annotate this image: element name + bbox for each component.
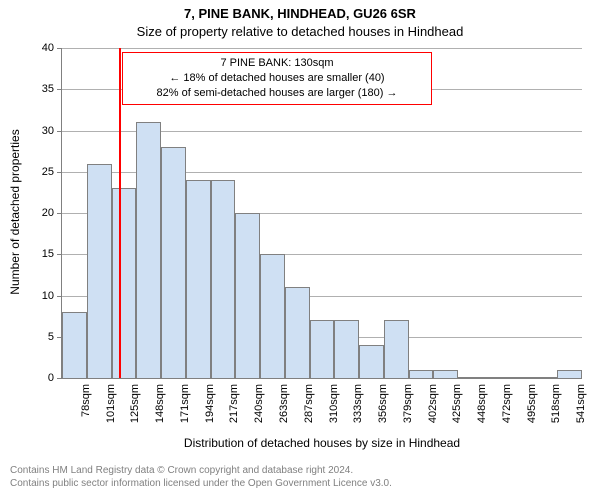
x-tick-label: 125sqm — [129, 384, 141, 432]
chart-title-line2: Size of property relative to detached ho… — [0, 24, 600, 39]
y-tick-mark — [57, 254, 62, 255]
annotation-line: 7 PINE BANK: 130sqm — [127, 56, 427, 71]
histogram-bar — [62, 312, 87, 378]
y-tick-mark — [57, 89, 62, 90]
histogram-bar — [211, 180, 236, 378]
histogram-bar — [409, 370, 434, 378]
y-tick-label: 5 — [0, 331, 54, 343]
histogram-bar — [310, 320, 335, 378]
gridline — [62, 48, 582, 49]
x-tick-label: 402sqm — [427, 384, 439, 432]
y-tick-label: 10 — [0, 290, 54, 302]
x-tick-label: 472sqm — [501, 384, 513, 432]
x-tick-label: 495sqm — [526, 384, 538, 432]
histogram-bar — [557, 370, 582, 378]
x-tick-label: 356sqm — [377, 384, 389, 432]
x-tick-label: 310sqm — [328, 384, 340, 432]
annotation-line: ← 18% of detached houses are smaller (40… — [127, 71, 427, 86]
annotation-box: 7 PINE BANK: 130sqm ← 18% of detached ho… — [122, 52, 432, 105]
histogram-bar — [359, 345, 384, 378]
y-tick-mark — [57, 296, 62, 297]
histogram-bar — [334, 320, 359, 378]
x-tick-label: 217sqm — [228, 384, 240, 432]
y-tick-label: 40 — [0, 42, 54, 54]
histogram-bar — [260, 254, 285, 378]
x-tick-label: 148sqm — [154, 384, 166, 432]
histogram-bar — [285, 287, 310, 378]
histogram-bar — [112, 188, 137, 378]
y-tick-mark — [57, 378, 62, 379]
histogram-bar — [161, 147, 186, 378]
y-tick-mark — [57, 337, 62, 338]
y-tick-mark — [57, 48, 62, 49]
y-tick-label: 20 — [0, 207, 54, 219]
x-tick-label: 333sqm — [352, 384, 364, 432]
chart-container: 7, PINE BANK, HINDHEAD, GU26 6SR Size of… — [0, 0, 600, 500]
chart-title-line1: 7, PINE BANK, HINDHEAD, GU26 6SR — [0, 6, 600, 21]
footer-line: Contains public sector information licen… — [10, 477, 392, 490]
x-tick-label: 101sqm — [105, 384, 117, 432]
y-tick-mark — [57, 131, 62, 132]
x-tick-label: 78sqm — [80, 384, 92, 432]
y-tick-label: 30 — [0, 125, 54, 137]
x-tick-label: 448sqm — [476, 384, 488, 432]
x-tick-label: 263sqm — [278, 384, 290, 432]
reference-line — [119, 48, 121, 378]
histogram-bar — [87, 164, 112, 379]
x-tick-label: 194sqm — [204, 384, 216, 432]
x-tick-label: 541sqm — [575, 384, 587, 432]
histogram-bar — [186, 180, 211, 378]
histogram-bar — [235, 213, 260, 378]
x-tick-label: 287sqm — [303, 384, 315, 432]
x-axis-label: Distribution of detached houses by size … — [62, 436, 582, 450]
y-tick-label: 15 — [0, 248, 54, 260]
x-tick-label: 518sqm — [550, 384, 562, 432]
y-tick-mark — [57, 172, 62, 173]
x-tick-label: 171sqm — [179, 384, 191, 432]
histogram-bar — [384, 320, 409, 378]
annotation-line: 82% of semi-detached houses are larger (… — [127, 86, 427, 101]
y-tick-label: 35 — [0, 83, 54, 95]
y-tick-label: 25 — [0, 166, 54, 178]
x-axis-line — [62, 378, 582, 379]
x-tick-label: 379sqm — [402, 384, 414, 432]
y-tick-mark — [57, 213, 62, 214]
footer-text: Contains HM Land Registry data © Crown c… — [10, 464, 392, 490]
histogram-bar — [136, 122, 161, 378]
x-tick-label: 240sqm — [253, 384, 265, 432]
y-tick-label: 0 — [0, 372, 54, 384]
histogram-bar — [433, 370, 458, 378]
x-tick-label: 425sqm — [451, 384, 463, 432]
footer-line: Contains HM Land Registry data © Crown c… — [10, 464, 392, 477]
